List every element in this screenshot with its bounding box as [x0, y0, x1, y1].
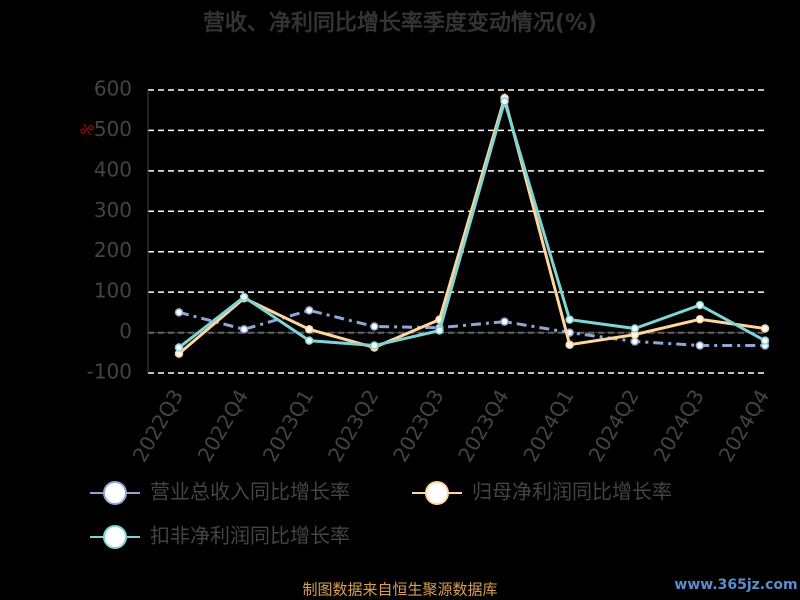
data-point — [695, 314, 705, 324]
y-tick-label: 300 — [94, 198, 132, 222]
series-line — [178, 92, 766, 355]
data-point — [695, 300, 705, 310]
legend-item: 扣非净利润同比增长率 — [90, 524, 350, 549]
data-point — [760, 336, 770, 345]
legend-label: 归母净利润同比增长率 — [472, 480, 672, 504]
data-point — [174, 308, 184, 317]
data-point — [304, 306, 314, 315]
y-tick-label: 0 — [119, 319, 132, 343]
legend-label: 扣非净利润同比增长率 — [150, 524, 350, 548]
x-tick-label: 2023Q4 — [453, 385, 513, 466]
legend-item: 营业总收入同比增长率 — [90, 480, 350, 505]
data-point — [630, 324, 640, 333]
data-point — [239, 292, 249, 302]
data-point — [304, 336, 314, 345]
x-tick-label: 2024Q1 — [518, 385, 578, 466]
data-point — [500, 97, 509, 106]
data-point — [695, 341, 705, 350]
data-point — [500, 317, 509, 326]
legend-marker — [103, 525, 127, 549]
x-tick-label: 2022Q4 — [193, 385, 253, 466]
legend-label: 营业总收入同比增长率 — [150, 480, 350, 504]
data-point — [630, 337, 640, 346]
source-note: 制图数据来自恒生聚源数据库 — [302, 581, 497, 599]
data-point — [370, 322, 379, 331]
x-tick-label: 2023Q2 — [323, 385, 383, 466]
legend-item: 归母净利润同比增长率 — [412, 480, 672, 505]
x-tick-label: 2023Q3 — [388, 385, 448, 466]
x-tick-label: 2024Q4 — [714, 385, 774, 466]
data-point — [304, 325, 314, 334]
chart-title: 营收、净利同比增长率季度变动情况(%) — [203, 10, 597, 36]
y-tick-label: -100 — [87, 360, 132, 384]
series-line — [178, 95, 766, 349]
watermark: www.365jz.com — [674, 577, 797, 593]
y-tick-label: 500 — [94, 117, 132, 141]
data-point — [239, 325, 249, 334]
data-point — [565, 340, 574, 349]
data-point — [174, 343, 184, 352]
y-tick-label: 100 — [94, 279, 132, 303]
x-tick-label: 2023Q1 — [258, 385, 318, 466]
data-point — [435, 326, 444, 335]
data-point — [760, 324, 770, 333]
data-point — [565, 315, 574, 324]
x-tick-label: 2024Q2 — [583, 385, 643, 466]
data-point — [370, 341, 379, 350]
x-tick-label: 2022Q3 — [128, 385, 188, 466]
y-tick-label: 600 — [94, 77, 132, 101]
legend-marker — [103, 481, 127, 505]
legend-marker — [425, 481, 449, 505]
x-tick-label: 2024Q3 — [649, 385, 709, 466]
series-line — [178, 308, 765, 348]
y-tick-label: 400 — [94, 157, 132, 181]
y-tick-label: 200 — [94, 238, 132, 262]
